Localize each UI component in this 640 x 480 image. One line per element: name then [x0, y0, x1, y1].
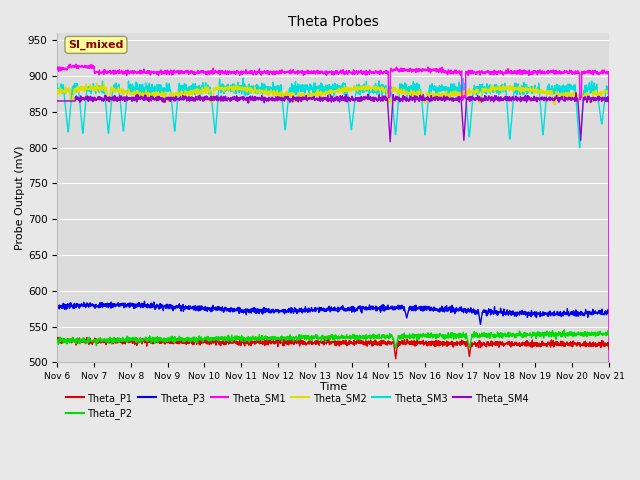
Text: SI_mixed: SI_mixed — [68, 40, 124, 50]
X-axis label: Time: Time — [319, 383, 347, 393]
Y-axis label: Probe Output (mV): Probe Output (mV) — [15, 145, 25, 250]
Legend: Theta_P1, Theta_P2, Theta_P3, Theta_SM1, Theta_SM2, Theta_SM3, Theta_SM4: Theta_P1, Theta_P2, Theta_P3, Theta_SM1,… — [62, 389, 532, 423]
Title: Theta Probes: Theta Probes — [288, 15, 379, 29]
